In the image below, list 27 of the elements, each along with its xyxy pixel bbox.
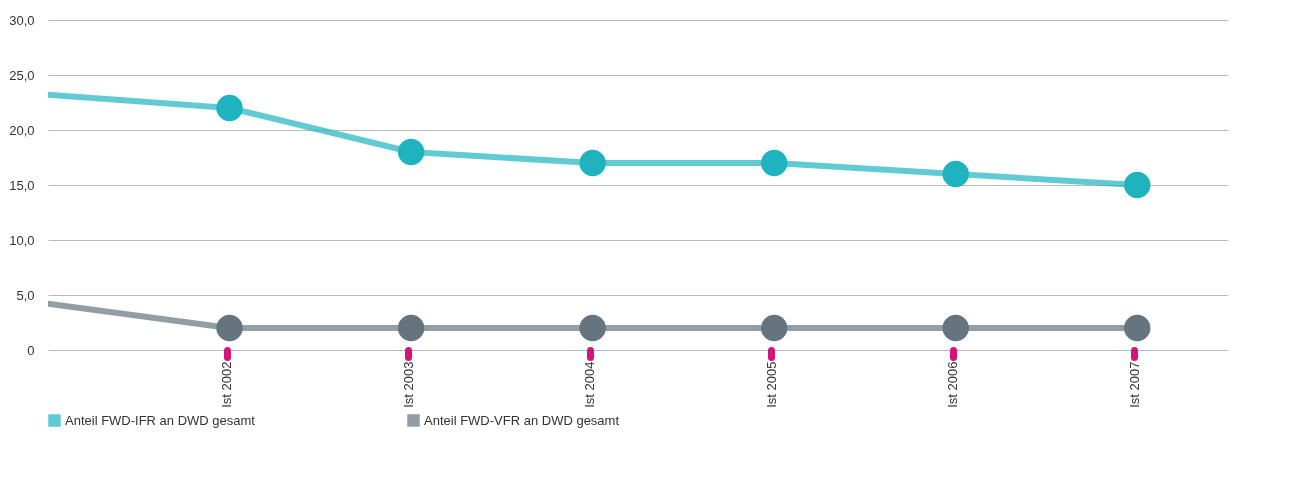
y-tick-label: 15,0 <box>9 177 35 193</box>
point <box>942 314 969 342</box>
y-tick-label: 20,0 <box>9 122 35 138</box>
point <box>579 314 606 342</box>
point <box>397 314 425 342</box>
point <box>760 314 788 342</box>
point <box>942 160 969 188</box>
point <box>216 94 243 122</box>
y-tick-label: 5,0 <box>16 287 35 303</box>
point <box>397 138 425 166</box>
y-tick-label: 25,0 <box>9 67 35 83</box>
point <box>760 149 788 177</box>
legend-label: Anteil FWD-IFR an DWD gesamt <box>65 412 256 428</box>
x-tick-label: Ist 2007 <box>1126 361 1142 408</box>
y-tick-label: 30,0 <box>9 12 35 28</box>
point <box>1124 314 1151 342</box>
point <box>579 149 606 177</box>
x-tick-label: Ist 2003 <box>400 361 416 408</box>
y-tick-label: 10,0 <box>9 232 35 248</box>
x-tick-label: Ist 2005 <box>763 361 779 408</box>
point <box>216 314 243 342</box>
x-tick-label: Ist 2006 <box>945 361 961 408</box>
legend-label: Anteil FWD-VFR an DWD gesamt <box>424 412 620 428</box>
x-tick-label: Ist 2004 <box>582 361 598 408</box>
x-tick-label: Ist 2002 <box>219 361 235 408</box>
point <box>1124 171 1151 199</box>
y-tick-label: 0 <box>27 342 35 358</box>
